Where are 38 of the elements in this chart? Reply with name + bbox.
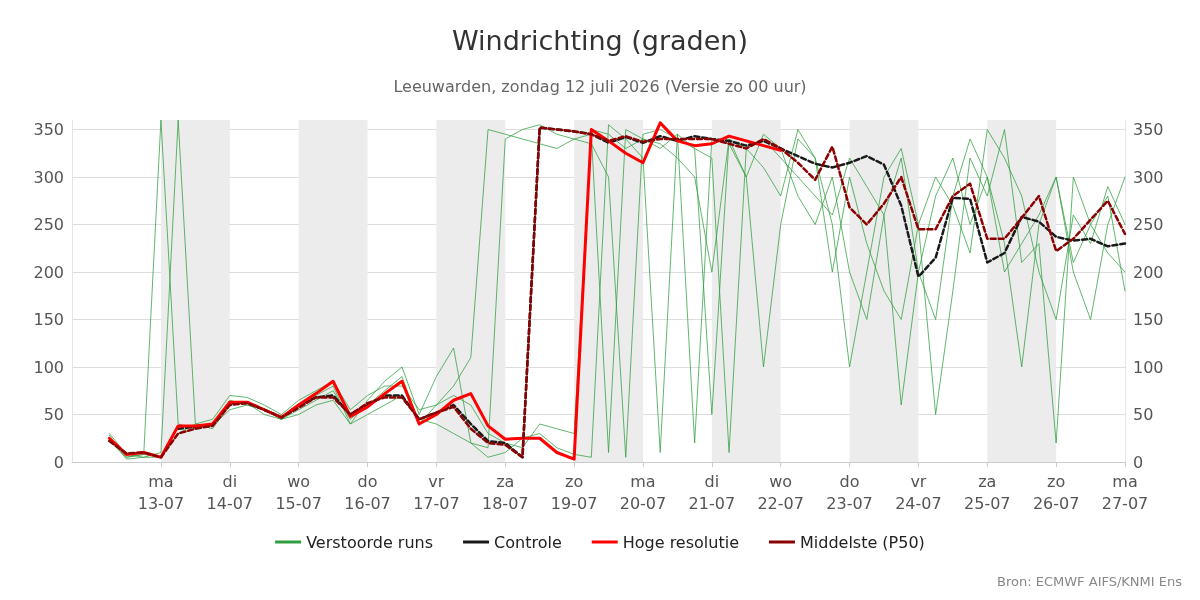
legend-label: Hoge resolutie (622, 532, 739, 552)
y2-tick-label: 250 (1133, 215, 1164, 234)
x-tick-label: do 16-07 (344, 471, 391, 513)
legend-label: Middelste (P50) (799, 532, 925, 552)
y2-tick-label: 300 (1133, 167, 1164, 187)
x-tick-label: wo 15-07 (275, 471, 322, 513)
y-tick-label: 100 (33, 357, 64, 377)
y2-tick-label: 0 (1133, 452, 1144, 472)
y-tick-label: 250 (33, 215, 64, 234)
y-tick-label: 0 (53, 452, 64, 472)
x-tick-label: ma 27-07 (1101, 471, 1149, 513)
y2-tick-label: 100 (1133, 357, 1164, 377)
x-tick-label: di 21-07 (688, 471, 736, 513)
x-tick-label: vr 24-07 (895, 471, 942, 513)
y-tick-label: 50 (43, 405, 64, 424)
x-tick-label: zo 26-07 (1032, 471, 1080, 513)
x-tick-label: do 23-07 (826, 471, 873, 513)
x-tick-label: za 18-07 (482, 471, 529, 513)
x-tick-label: zo 19-07 (550, 471, 598, 513)
x-tick-label: vr 17-07 (413, 471, 460, 513)
chart-subtitle: Leeuwarden, zondag 12 juli 2026 (Versie zo 00 uur) (393, 76, 807, 96)
x-tick-label: ma 20-07 (619, 471, 667, 513)
y-tick-label: 350 (33, 120, 64, 139)
y2-tick-label: 350 (1133, 120, 1164, 139)
x-tick-label: ma 13-07 (137, 471, 185, 513)
x-tick-label: wo 22-07 (757, 471, 804, 513)
y-tick-label: 200 (33, 262, 64, 282)
chart-title: Windrichting (graden) (451, 25, 749, 56)
y2-tick-label: 150 (1133, 310, 1164, 329)
y-tick-label: 150 (33, 310, 64, 329)
y-tick-label: 300 (33, 167, 64, 187)
legend-label: Controle (494, 532, 562, 552)
legend-label: Verstoorde runs (306, 532, 434, 552)
x-tick-label: di 14-07 (206, 471, 254, 513)
text: Bron: ECMWF AIFS/KNMI Ens (997, 574, 1183, 589)
x-tick-label: za 25-07 (964, 471, 1011, 513)
y2-tick-label: 200 (1133, 262, 1164, 282)
y2-tick-label: 50 (1133, 405, 1154, 424)
